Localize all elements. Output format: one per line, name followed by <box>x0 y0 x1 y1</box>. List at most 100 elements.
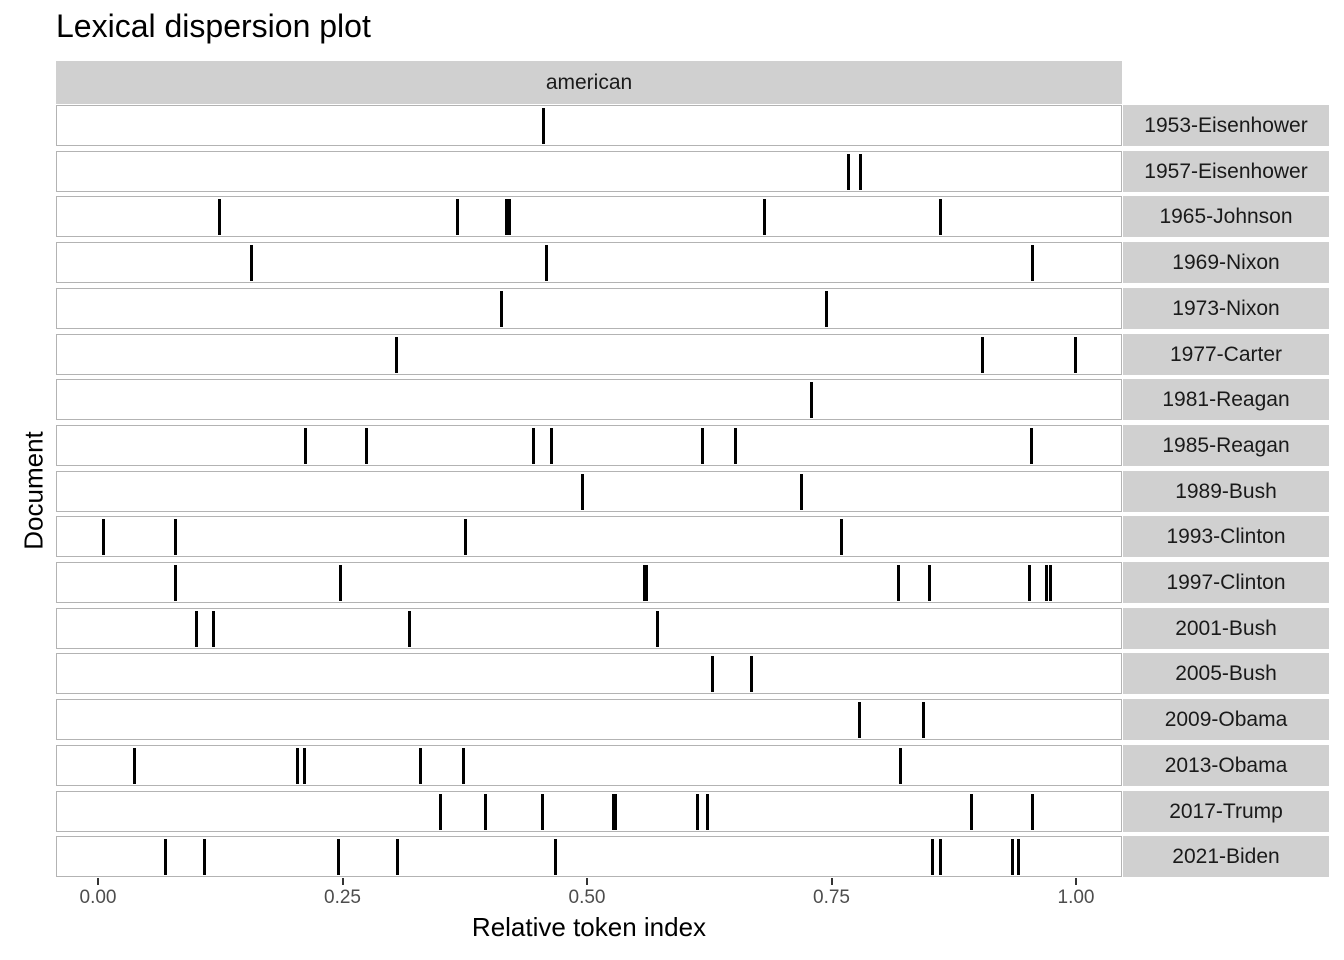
document-row: 2005-Bush <box>56 653 1329 695</box>
token-mark <box>1029 427 1033 464</box>
token-mark <box>930 839 934 876</box>
row-panel <box>56 379 1122 421</box>
document-row: 1997-Clinton <box>56 562 1329 603</box>
token-mark <box>1027 565 1031 601</box>
token-mark <box>1049 565 1053 601</box>
token-mark <box>1031 793 1035 830</box>
x-axis-label: Relative token index <box>471 912 707 942</box>
token-mark <box>462 747 466 784</box>
token-mark <box>580 473 584 510</box>
token-mark <box>505 199 509 236</box>
token-mark <box>645 565 649 601</box>
token-mark <box>655 610 659 647</box>
document-label: 1965-Johnson <box>1123 196 1329 238</box>
token-mark <box>550 427 554 464</box>
token-mark <box>173 519 177 556</box>
token-mark <box>1031 245 1035 282</box>
token-mark <box>203 839 207 876</box>
token-mark <box>1016 839 1020 876</box>
document-row: 1953-Eisenhower <box>56 105 1329 146</box>
document-label: 2001-Bush <box>1123 607 1329 649</box>
row-panel <box>56 562 1122 603</box>
document-row: 1985-Reagan <box>56 424 1329 466</box>
token-mark <box>339 565 343 601</box>
token-mark <box>938 199 942 236</box>
document-label: 1953-Eisenhower <box>1123 105 1329 146</box>
token-mark <box>897 565 901 601</box>
token-mark <box>303 427 307 464</box>
document-row: 1969-Nixon <box>56 242 1329 284</box>
document-label: 2005-Bush <box>1123 653 1329 695</box>
document-row: 1965-Johnson <box>56 196 1329 238</box>
token-mark <box>217 199 221 236</box>
row-panel <box>56 653 1122 695</box>
token-mark <box>545 245 549 282</box>
token-mark <box>296 747 299 784</box>
token-mark <box>250 245 254 282</box>
token-mark <box>980 336 984 373</box>
token-mark <box>483 793 487 830</box>
document-row: 2013-Obama <box>56 744 1329 786</box>
token-mark <box>542 108 546 144</box>
token-mark <box>508 199 512 236</box>
token-mark <box>749 656 753 693</box>
token-mark <box>211 610 215 647</box>
document-label: 1973-Nixon <box>1123 287 1329 329</box>
document-label: 1985-Reagan <box>1123 424 1329 466</box>
token-mark <box>762 199 766 236</box>
document-label: 1977-Carter <box>1123 333 1329 375</box>
token-mark <box>132 747 136 784</box>
y-axis-label: Document <box>18 431 49 550</box>
token-mark <box>337 839 341 876</box>
token-mark <box>858 702 862 739</box>
token-mark <box>899 747 903 784</box>
token-mark <box>540 793 544 830</box>
document-row: 1957-Eisenhower <box>56 150 1329 192</box>
row-panel <box>56 242 1122 284</box>
token-mark <box>969 793 973 830</box>
token-mark <box>173 565 177 601</box>
token-mark <box>846 153 850 190</box>
chart-title: Lexical dispersion plot <box>56 8 371 44</box>
x-tick <box>586 878 588 885</box>
token-mark <box>643 565 647 601</box>
facet-strip-top: american <box>56 61 1122 104</box>
row-panel <box>56 470 1122 512</box>
document-label: 1957-Eisenhower <box>1123 150 1329 192</box>
document-row: 1981-Reagan <box>56 379 1329 421</box>
row-panel <box>56 744 1122 786</box>
document-row: 2001-Bush <box>56 607 1329 649</box>
x-tick <box>830 878 833 885</box>
document-label: 1981-Reagan <box>1123 379 1329 421</box>
document-label: 1969-Nixon <box>1123 242 1329 284</box>
token-mark <box>456 199 460 236</box>
row-panel <box>56 790 1122 832</box>
token-mark <box>705 793 709 830</box>
x-tick-label: 0.50 <box>568 887 606 908</box>
token-mark <box>611 793 615 830</box>
token-mark <box>419 747 423 784</box>
token-mark <box>799 473 803 510</box>
token-mark <box>938 839 942 876</box>
token-mark <box>700 427 704 464</box>
token-mark <box>438 793 442 830</box>
token-mark <box>195 610 199 647</box>
document-label: 1993-Clinton <box>1123 516 1329 558</box>
x-tick-label: 0.75 <box>813 887 850 908</box>
token-mark <box>395 839 399 876</box>
x-tick <box>1075 878 1077 885</box>
document-row: 1989-Bush <box>56 470 1329 512</box>
token-mark <box>554 839 558 876</box>
token-mark <box>408 610 412 647</box>
token-mark <box>1045 565 1049 601</box>
document-row: 1977-Carter <box>56 333 1329 375</box>
token-mark <box>163 839 167 876</box>
token-mark <box>696 793 699 830</box>
token-mark <box>927 565 931 601</box>
document-row: 2021-Biden <box>56 836 1329 878</box>
token-mark <box>1073 336 1077 373</box>
x-tick <box>97 878 99 885</box>
row-panel <box>56 699 1122 741</box>
token-mark <box>613 793 617 830</box>
row-panel <box>56 607 1122 649</box>
